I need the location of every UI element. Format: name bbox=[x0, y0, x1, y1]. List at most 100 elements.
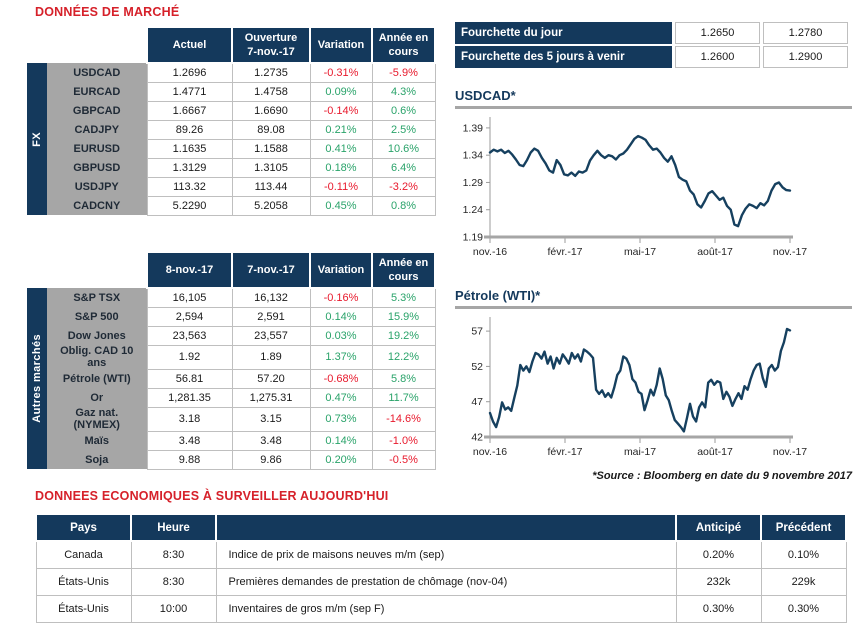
cell-value: -3.2% bbox=[371, 176, 436, 197]
cell-value: 0.6% bbox=[371, 100, 436, 121]
x-axis-tick-label: nov.-16 bbox=[473, 446, 507, 458]
country-cell: Canada bbox=[35, 540, 132, 569]
y-axis-tick-label: 1.39 bbox=[463, 122, 484, 134]
column-header bbox=[215, 513, 677, 542]
row-label: S&P TSX bbox=[47, 288, 147, 307]
table-row: Maïs 3.48 3.48 0.14% -1.0% bbox=[27, 430, 436, 451]
cell-value: 0.03% bbox=[309, 325, 373, 346]
cell-value: 0.18% bbox=[309, 157, 373, 178]
cell-value: 2.5% bbox=[371, 119, 436, 140]
range-label: Fourchette des 5 jours à venir bbox=[455, 46, 672, 68]
cell-value: 0.47% bbox=[309, 387, 373, 408]
row-label: USDCAD bbox=[47, 63, 147, 82]
column-header: 8-nov.-17 bbox=[146, 251, 233, 289]
cell-value: 1,281.35 bbox=[146, 387, 233, 408]
cell-value: 4.3% bbox=[371, 81, 436, 102]
cell-value: 57.20 bbox=[231, 368, 311, 389]
wti-line-plot: 42 47 52 57 nov.-16 févr.-17 mai-17 août-17 nov.… bbox=[471, 317, 807, 458]
column-header: Anticipé bbox=[675, 513, 762, 542]
cell-value: 16,105 bbox=[146, 287, 233, 308]
cell-value: 1.89 bbox=[231, 344, 311, 370]
row-label: Dow Jones bbox=[47, 326, 147, 345]
price-line bbox=[488, 134, 792, 228]
cell-value: 1.3129 bbox=[146, 157, 233, 178]
cell-value: -5.9% bbox=[371, 62, 436, 83]
cell-value: 15.9% bbox=[371, 306, 436, 327]
country-cell: États-Unis bbox=[35, 568, 132, 596]
cell-value: 2,594 bbox=[146, 306, 233, 327]
cell-value: 0.73% bbox=[309, 406, 373, 432]
cell-value: -0.16% bbox=[309, 287, 373, 308]
table-row: GBPCAD 1.6667 1.6690 -0.14% 0.6% bbox=[27, 100, 436, 121]
range-row: Fourchette des 5 jours à venir 1.2600 1.29… bbox=[455, 46, 848, 68]
time-cell: 8:30 bbox=[130, 540, 217, 569]
x-axis-tick-label: nov.-17 bbox=[773, 446, 807, 458]
ranges-table: Fourchette du jour 1.2650 1.2780 Fourchette… bbox=[452, 20, 851, 70]
cell-value: 0.14% bbox=[309, 430, 373, 451]
x-axis-tick-label: août-17 bbox=[697, 246, 733, 258]
y-axis-tick-label: 1.24 bbox=[463, 204, 484, 216]
column-header: Variation bbox=[309, 26, 373, 64]
usdcad-chart-title: USDCAD* bbox=[455, 88, 516, 103]
header-row: Actuel Ouverture 7-nov.-17 Variation Année e… bbox=[27, 26, 436, 64]
cell-value: 1.1635 bbox=[146, 138, 233, 159]
header-row: Pays Heure Anticipé Précédent bbox=[35, 513, 847, 542]
markets-table: 8-nov.-17 7-nov.-17 Variation Année en cours… bbox=[27, 251, 436, 470]
cell-value: 0.45% bbox=[309, 195, 373, 216]
cell-value: 1.4771 bbox=[146, 81, 233, 102]
range-low: 1.2650 bbox=[675, 22, 760, 44]
cell-value: -0.14% bbox=[309, 100, 373, 121]
row-label: GBPCAD bbox=[47, 101, 147, 120]
group-label: Autres marchés bbox=[31, 334, 43, 423]
cell-value: 89.08 bbox=[231, 119, 311, 140]
row-label: Gaz nat. (NYMEX) bbox=[47, 407, 147, 431]
table-row: CADCNY 5.2290 5.2058 0.45% 0.8% bbox=[27, 195, 436, 216]
time-cell: 8:30 bbox=[130, 568, 217, 596]
previous-cell: 0.10% bbox=[760, 540, 847, 569]
cell-value: 5.2290 bbox=[146, 195, 233, 216]
row-label: CADCNY bbox=[47, 196, 147, 215]
econ-title: DONNEES ECONOMIQUES À SURVEILLER AUJOURD… bbox=[35, 489, 389, 503]
previous-cell: 229k bbox=[760, 568, 847, 596]
cell-value: 1.92 bbox=[146, 344, 233, 370]
column-header: Ouverture 7-nov.-17 bbox=[231, 26, 311, 64]
cell-value: -0.11% bbox=[309, 176, 373, 197]
cell-value: 9.88 bbox=[146, 449, 233, 470]
column-header: Pays bbox=[35, 513, 132, 542]
y-axis-tick-label: 42 bbox=[471, 432, 483, 444]
cell-value: 5.2058 bbox=[231, 195, 311, 216]
cell-value: -1.0% bbox=[371, 430, 436, 451]
cell-value: 1.3105 bbox=[231, 157, 311, 178]
cell-value: 3.48 bbox=[146, 430, 233, 451]
cell-value: 23,563 bbox=[146, 325, 233, 346]
cell-value: 3.48 bbox=[231, 430, 311, 451]
row-label: GBPUSD bbox=[47, 158, 147, 177]
column-header: Année en cours bbox=[371, 251, 436, 289]
table-row: États-Unis 10:00 Inventaires de gros m/m (… bbox=[35, 595, 847, 623]
cell-value: 23,557 bbox=[231, 325, 311, 346]
usdcad-line-plot: 1.19 1.24 1.29 1.34 1.39 nov.-16 févr.-17 mai-1… bbox=[463, 117, 807, 258]
range-high: 1.2900 bbox=[763, 46, 848, 68]
table-row: Autres marchés S&P TSX 16,105 16,132 -0.16% 5… bbox=[27, 287, 436, 469]
event-cell: Premières demandes de prestation de chôm… bbox=[215, 568, 677, 596]
cell-value: 113.32 bbox=[146, 176, 233, 197]
cell-value: 19.2% bbox=[371, 325, 436, 346]
row-label: Or bbox=[47, 388, 147, 407]
table-row: USDJPY 113.32 113.44 -0.11% -3.2% bbox=[27, 176, 436, 197]
column-header: Actuel bbox=[146, 26, 233, 64]
cell-value: 0.8% bbox=[371, 195, 436, 216]
range-row: Fourchette du jour 1.2650 1.2780 bbox=[455, 22, 848, 44]
x-axis-tick-label: févr.-17 bbox=[547, 246, 582, 258]
table-row: Oblig. CAD 10 ans 1.92 1.89 1.37% 12.2% bbox=[27, 344, 436, 370]
cell-value: 1.6667 bbox=[146, 100, 233, 121]
wti-chart-title: Pétrole (WTI)* bbox=[455, 288, 541, 303]
cell-value: 1.1588 bbox=[231, 138, 311, 159]
header-row: 8-nov.-17 7-nov.-17 Variation Année en cours bbox=[27, 251, 436, 289]
range-high: 1.2780 bbox=[763, 22, 848, 44]
table-row: Soja 9.88 9.86 0.20% -0.5% bbox=[27, 449, 436, 470]
range-label: Fourchette du jour bbox=[455, 22, 672, 44]
row-label: EURUSD bbox=[47, 139, 147, 158]
cell-value: 113.44 bbox=[231, 176, 311, 197]
cell-value: 3.15 bbox=[231, 406, 311, 432]
cell-value: -0.5% bbox=[371, 449, 436, 470]
